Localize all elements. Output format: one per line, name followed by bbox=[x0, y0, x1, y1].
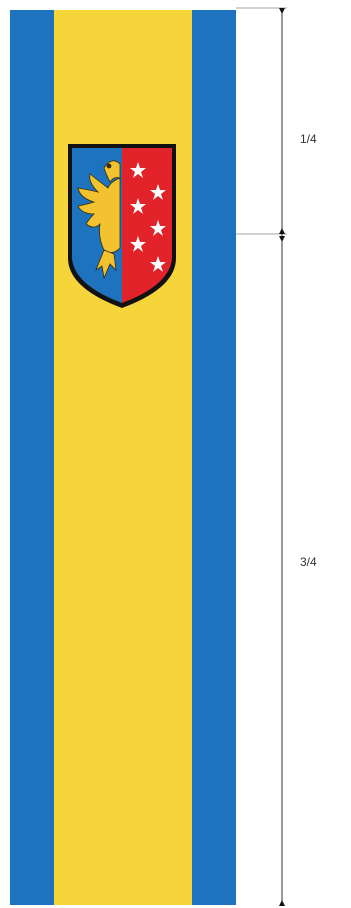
coat-of-arms-icon bbox=[68, 144, 176, 308]
star-icon bbox=[150, 184, 166, 200]
flag-drawing bbox=[10, 10, 236, 905]
blue-stripe-left bbox=[10, 10, 54, 905]
stars-icon bbox=[130, 162, 166, 272]
arrowhead-icon bbox=[279, 236, 285, 242]
star-icon bbox=[130, 198, 146, 214]
star-icon bbox=[150, 220, 166, 236]
arrowhead-icon bbox=[279, 228, 285, 234]
arrowhead-icon bbox=[279, 8, 285, 14]
star-icon bbox=[130, 236, 146, 252]
ratio-label-bottom: 3/4 bbox=[300, 555, 317, 569]
star-icon bbox=[130, 162, 146, 178]
ratio-label-top: 1/4 bbox=[300, 132, 317, 146]
eagle-icon bbox=[77, 160, 121, 280]
star-icon bbox=[150, 256, 166, 272]
arrowhead-icon bbox=[279, 900, 285, 906]
blue-stripe-right bbox=[192, 10, 236, 905]
